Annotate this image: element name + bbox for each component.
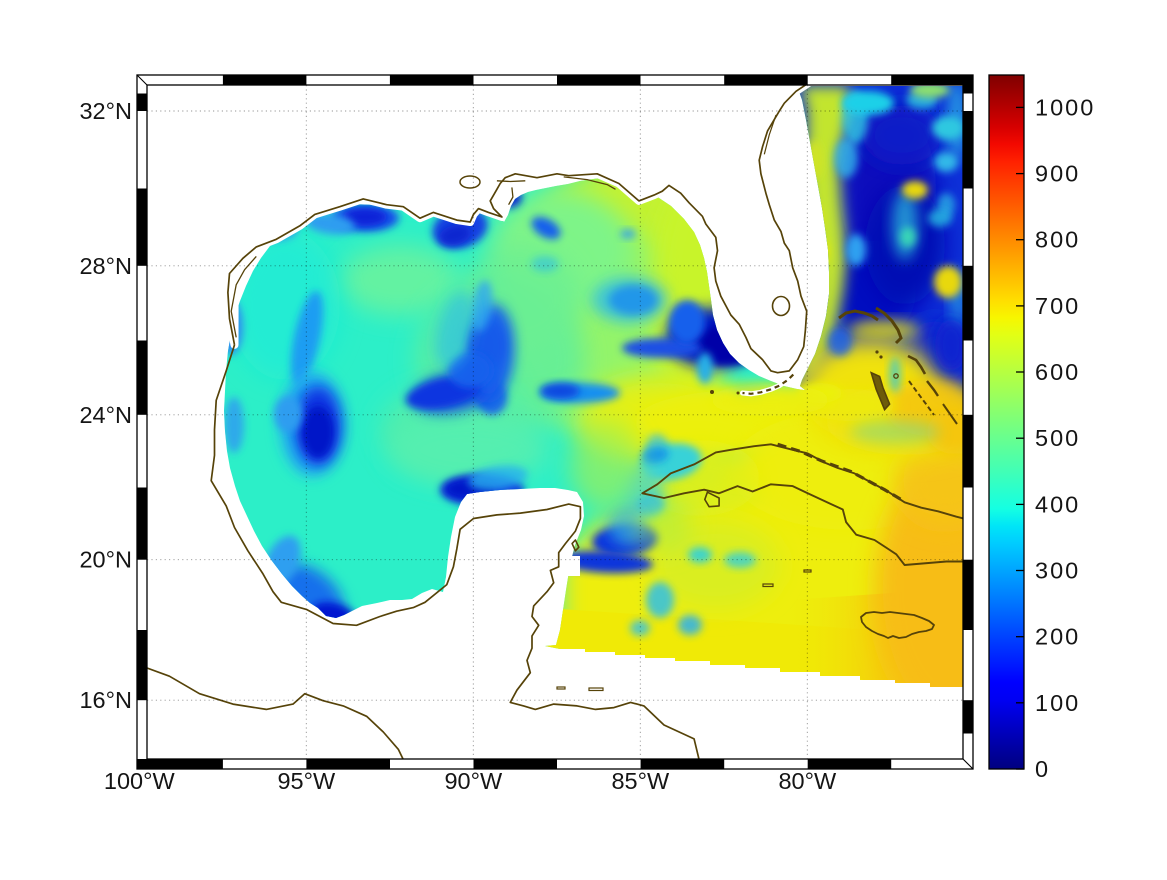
svg-text:300: 300 (1035, 558, 1080, 584)
svg-text:700: 700 (1035, 293, 1080, 319)
svg-text:32°N: 32°N (79, 98, 132, 124)
svg-text:200: 200 (1035, 624, 1080, 650)
svg-text:16°N: 16°N (79, 687, 132, 713)
svg-text:100°W: 100°W (104, 768, 176, 794)
svg-text:28°N: 28°N (79, 253, 132, 279)
svg-text:90°W: 90°W (444, 768, 503, 794)
svg-text:100: 100 (1035, 690, 1080, 716)
svg-text:400: 400 (1035, 491, 1080, 517)
svg-text:800: 800 (1035, 227, 1080, 253)
svg-text:80°W: 80°W (778, 768, 837, 794)
svg-text:1000: 1000 (1035, 94, 1095, 120)
svg-text:900: 900 (1035, 161, 1080, 187)
svg-text:24°N: 24°N (79, 402, 132, 428)
svg-text:85°W: 85°W (611, 768, 670, 794)
svg-text:500: 500 (1035, 425, 1080, 451)
svg-text:95°W: 95°W (277, 768, 336, 794)
svg-text:600: 600 (1035, 359, 1080, 385)
svg-text:20°N: 20°N (79, 547, 132, 573)
svg-text:0: 0 (1035, 756, 1050, 782)
